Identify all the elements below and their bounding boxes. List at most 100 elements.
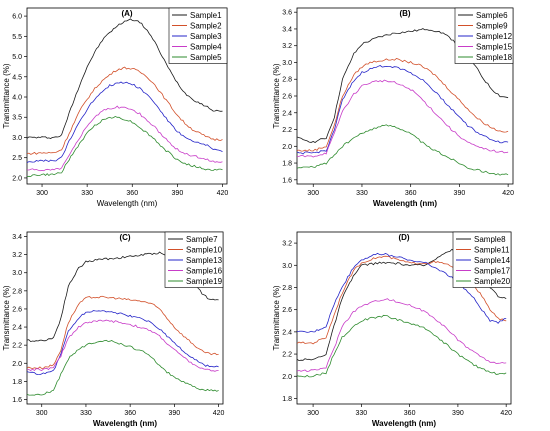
x-tick-label: 420 (213, 410, 225, 417)
panel-title: (B) (399, 9, 410, 18)
y-tick-label: 2.6 (282, 94, 292, 101)
panel-a: 300 330 360 390 420 2.0 2.5 3.0 3.5 4.0 4.5 5.0 5.5 6… (2, 7, 229, 208)
plot-frame (296, 231, 512, 405)
series-line-sample20 (297, 314, 507, 378)
legend-label: Sample1 (190, 11, 222, 20)
series-line-sample18 (297, 124, 509, 176)
x-tick-label: 300 (307, 410, 319, 417)
legend-label: Sample19 (186, 277, 223, 286)
legend-label: Sample9 (476, 22, 508, 31)
y-tick-label: 4.0 (12, 95, 22, 102)
series-line-sample4 (27, 105, 223, 172)
legend-label: Sample18 (476, 53, 513, 62)
y-tick-label: 2.4 (282, 110, 292, 117)
x-tick-label: 420 (217, 190, 229, 197)
y-tick-label: 3.4 (282, 26, 292, 33)
y-tick-label: 2.0 (12, 175, 22, 182)
legend-label: Sample5 (190, 53, 222, 62)
x-tick-label: 330 (356, 410, 368, 417)
legend-label: Sample2 (190, 22, 222, 31)
panel-c: 300 330 360 390 420 1.6 1.8 2.0 2.2 2.4 2.6 2.8 3.0 3… (2, 231, 225, 428)
y-tick-label: 3.2 (282, 43, 292, 50)
y-tick-label: 2.6 (12, 306, 22, 313)
legend-label: Sample13 (186, 256, 223, 265)
series-line-sample1 (27, 18, 223, 139)
panel-b: 300 330 360 390 420 1.6 1.8 2.0 2.2 2.4 2.6 2.8 3.0 3… (272, 7, 514, 208)
y-tick-label: 2.0 (12, 361, 22, 368)
x-axis-label: Wavelength (nm) (97, 199, 158, 208)
y-tick-label: 1.8 (12, 379, 22, 386)
panel-d: 300 330 360 390 420 1.8 2.0 2.2 2.4 2.6 2.8 3.0 3.2 W… (272, 231, 512, 428)
series-line-sample19 (27, 339, 219, 396)
legend-label: Sample16 (186, 267, 223, 276)
x-tick-label: 420 (500, 410, 512, 417)
x-axis-label: Wavelength (nm) (93, 419, 157, 428)
x-tick-label: 360 (126, 190, 138, 197)
y-tick-label: 1.8 (282, 161, 292, 168)
y-axis-label: Transmittance (%) (2, 63, 11, 128)
legend-label: Sample20 (474, 277, 511, 286)
y-tick-label: 1.6 (282, 177, 292, 184)
y-tick-label: 1.8 (282, 396, 292, 403)
x-tick-label: 360 (124, 410, 136, 417)
y-tick-label: 2.2 (12, 343, 22, 350)
legend-label: Sample11 (474, 246, 510, 255)
panel-title: (D) (398, 233, 409, 242)
series-line-sample12 (297, 65, 509, 155)
x-tick-label: 300 (307, 190, 319, 197)
legend-label: Sample12 (476, 32, 513, 41)
y-tick-label: 3.6 (282, 10, 292, 17)
panel-title: (A) (121, 9, 132, 18)
series-line-sample16 (27, 319, 219, 372)
y-tick-label: 3.0 (12, 135, 22, 142)
legend-label: Sample6 (476, 11, 508, 20)
series-line-sample9 (297, 58, 509, 152)
x-tick-label: 360 (405, 190, 417, 197)
legend-label: Sample17 (474, 267, 511, 276)
series-line-sample14 (297, 252, 507, 333)
x-tick-label: 390 (454, 190, 466, 197)
y-axis-label: Transmittance (%) (272, 285, 281, 350)
series-line-sample10 (27, 295, 219, 370)
x-tick-label: 300 (36, 410, 48, 417)
x-tick-label: 390 (169, 410, 181, 417)
y-tick-label: 2.8 (12, 288, 22, 295)
x-tick-label: 390 (452, 410, 464, 417)
plot-frame (26, 231, 224, 405)
y-tick-label: 3.5 (12, 115, 22, 122)
legend-label: Sample3 (190, 32, 222, 41)
x-tick-label: 390 (172, 190, 184, 197)
y-tick-label: 5.0 (12, 54, 22, 61)
series-line-sample2 (27, 66, 223, 155)
y-tick-label: 2.4 (12, 325, 22, 332)
y-tick-label: 3.0 (12, 270, 22, 277)
legend-label: Sample10 (186, 246, 223, 255)
y-tick-label: 2.0 (282, 374, 292, 381)
legend-label: Sample7 (186, 235, 218, 244)
series-line-sample3 (27, 81, 223, 163)
y-tick-label: 2.8 (282, 77, 292, 84)
plot-frame (26, 7, 228, 185)
y-tick-label: 3.0 (282, 60, 292, 67)
y-tick-label: 2.2 (282, 352, 292, 359)
y-tick-label: 4.5 (12, 74, 22, 81)
series-line-sample5 (27, 115, 223, 177)
x-tick-label: 360 (404, 410, 416, 417)
y-tick-label: 2.5 (12, 155, 22, 162)
x-tick-label: 330 (81, 190, 93, 197)
y-tick-label: 2.4 (282, 329, 292, 336)
y-tick-label: 2.0 (282, 144, 292, 151)
x-tick-label: 420 (502, 190, 514, 197)
legend-label: Sample8 (474, 235, 506, 244)
y-tick-label: 3.0 (282, 263, 292, 270)
y-tick-label: 5.5 (12, 34, 22, 41)
series-line-sample17 (297, 298, 507, 373)
y-axis-label: Transmittance (%) (2, 285, 11, 350)
x-axis-label: Wavelength (nm) (372, 419, 436, 428)
y-tick-label: 3.2 (282, 241, 292, 248)
